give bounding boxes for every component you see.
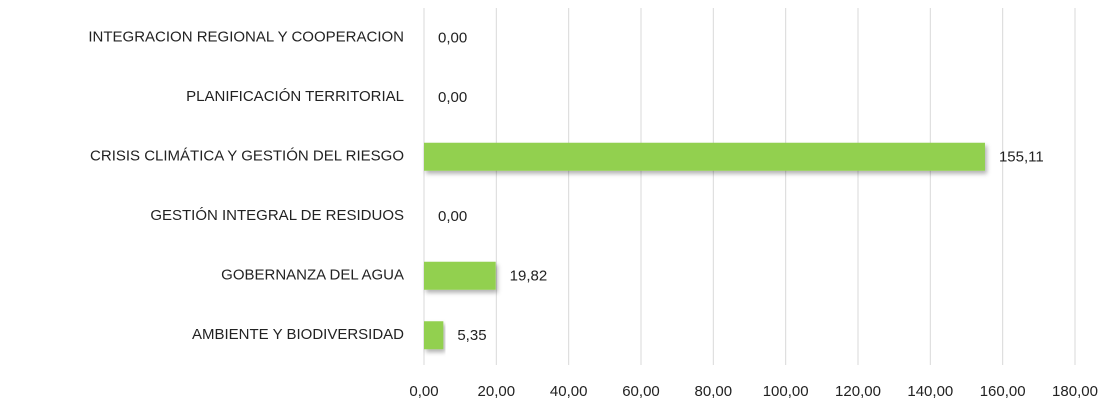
y-tick-label: PLANIFICACIÓN TERRITORIAL xyxy=(186,88,404,105)
bar xyxy=(424,142,985,171)
y-tick-label: INTEGRACION REGIONAL Y COOPERACION xyxy=(88,29,404,46)
value-label: 0,00 xyxy=(438,89,467,106)
x-tick-label: 20,00 xyxy=(478,383,516,400)
x-tick-label: 120,00 xyxy=(835,383,881,400)
bar xyxy=(424,321,444,350)
x-tick-label: 0,00 xyxy=(409,383,438,400)
value-label: 19,82 xyxy=(510,268,548,285)
x-tick-label: 60,00 xyxy=(622,383,660,400)
y-tick-label: AMBIENTE Y BIODIVERSIDAD xyxy=(192,326,404,343)
x-tick-label: 40,00 xyxy=(550,383,588,400)
value-label: 0,00 xyxy=(438,208,467,225)
value-label: 0,00 xyxy=(438,30,467,47)
y-tick-label: GESTIÓN INTEGRAL DE RESIDUOS xyxy=(150,207,404,224)
x-tick-label: 80,00 xyxy=(695,383,733,400)
x-tick-label: 140,00 xyxy=(907,383,953,400)
x-tick-label: 180,00 xyxy=(1052,383,1098,400)
x-tick-label: 160,00 xyxy=(980,383,1026,400)
bar xyxy=(424,261,496,290)
x-tick-label: 100,00 xyxy=(763,383,809,400)
y-tick-label: GOBERNANZA DEL AGUA xyxy=(221,267,404,284)
value-label: 5,35 xyxy=(457,327,486,344)
y-tick-label: CRISIS CLIMÁTICA Y GESTIÓN DEL RIESGO xyxy=(90,148,404,165)
value-label: 155,11 xyxy=(999,149,1044,166)
